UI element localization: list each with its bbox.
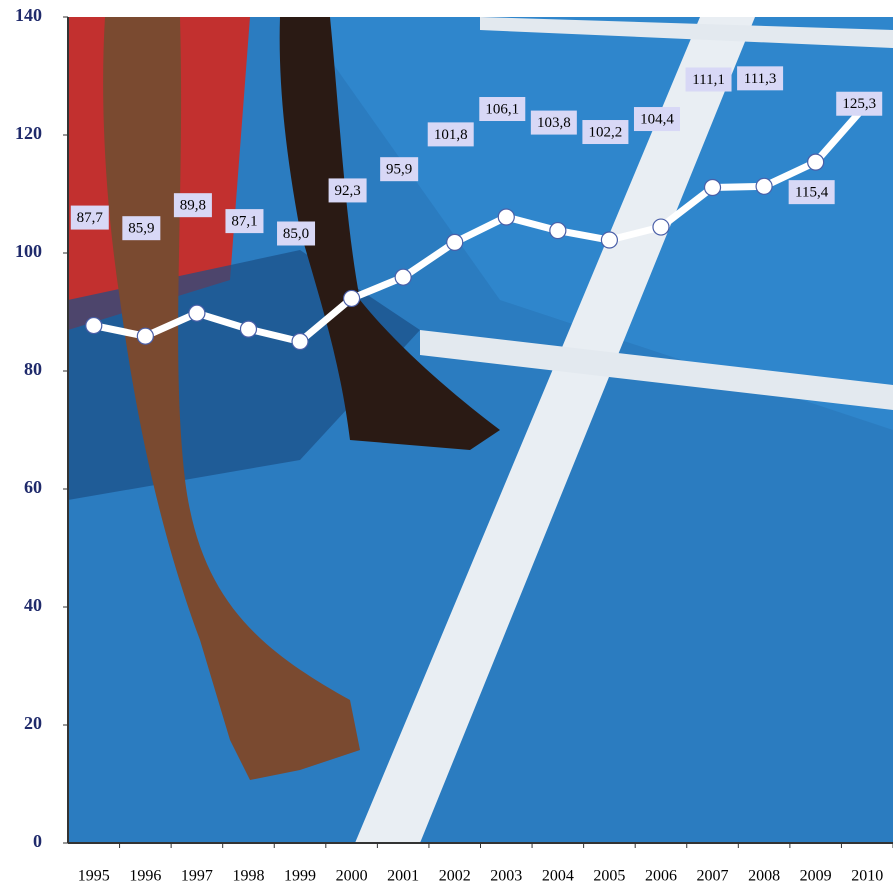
point <box>755 177 773 195</box>
value-label-box <box>328 178 367 203</box>
value-label-box <box>427 122 474 147</box>
value-label: 111,1 <box>692 72 725 88</box>
value-label-box <box>122 216 161 241</box>
y-tick-label: 40 <box>24 595 42 615</box>
x-tick-label: 2008 <box>748 868 780 885</box>
value-label-box <box>836 91 883 116</box>
background-photo <box>68 17 893 843</box>
x-tick-label: 2007 <box>697 868 729 885</box>
value-label-box <box>70 205 109 230</box>
y-tick-label: 20 <box>24 713 42 733</box>
value-label: 102,2 <box>589 124 623 140</box>
value-label: 104,4 <box>640 111 674 127</box>
x-tick-label: 2002 <box>439 868 471 885</box>
point <box>652 218 670 236</box>
x-tick-label: 2009 <box>800 868 832 885</box>
x-tick-label: 2003 <box>490 868 522 885</box>
value-label: 85,0 <box>283 226 309 242</box>
x-tick-label: 2006 <box>645 868 677 885</box>
point <box>807 153 825 171</box>
point <box>394 268 412 286</box>
x-tick-label: 2000 <box>336 868 368 885</box>
value-label: 87,1 <box>231 214 257 230</box>
y-tick-label: 0 <box>33 831 42 851</box>
value-label: 92,3 <box>334 183 360 199</box>
value-label-box <box>479 97 526 122</box>
value-label-box <box>582 120 629 145</box>
value-label-box <box>685 67 732 92</box>
value-label-box <box>633 107 680 132</box>
value-label-box <box>225 209 264 234</box>
line <box>93 101 870 345</box>
point <box>446 233 464 251</box>
point <box>703 178 722 197</box>
value-label: 101,8 <box>434 127 468 143</box>
x-tick-label: 1995 <box>78 868 110 885</box>
point <box>342 289 361 308</box>
value-label: 125,3 <box>842 96 876 112</box>
point <box>188 304 206 322</box>
y-tick-label: 120 <box>15 123 42 143</box>
point <box>239 320 258 338</box>
value-label: 95,9 <box>386 162 412 178</box>
value-label-box <box>737 66 784 91</box>
y-tick-label: 80 <box>24 359 42 379</box>
y-tick-label: 60 <box>24 477 42 497</box>
value-label: 103,8 <box>537 115 571 131</box>
value-label: 115,4 <box>795 185 829 201</box>
x-tick-label: 1997 <box>181 868 213 885</box>
point <box>497 208 515 226</box>
point <box>136 327 154 345</box>
value-label: 85,9 <box>128 221 154 237</box>
point <box>600 231 619 249</box>
x-tick-label: 2004 <box>542 868 574 885</box>
x-tick-label: 1999 <box>284 868 316 885</box>
value-label: 89,8 <box>180 198 206 214</box>
value-label: 111,3 <box>744 71 777 87</box>
x-tick-label: 1998 <box>232 868 264 885</box>
value-label-box <box>788 180 835 205</box>
y-tick-label: 100 <box>15 241 42 261</box>
y-tick-label: 140 <box>15 5 42 25</box>
x-tick-label: 1996 <box>129 868 161 885</box>
x-tick-label: 2010 <box>851 868 883 885</box>
point <box>291 332 309 351</box>
value-label: 87,7 <box>77 210 104 226</box>
value-label-box <box>530 110 577 135</box>
x-tick-label: 2001 <box>387 868 419 885</box>
value-label-box <box>277 221 316 246</box>
x-tick-label: 2005 <box>593 868 625 885</box>
point <box>549 221 567 240</box>
value-label-box <box>380 157 419 182</box>
value-label: 106,1 <box>485 101 519 117</box>
value-label-box <box>173 193 212 218</box>
point <box>85 316 103 335</box>
